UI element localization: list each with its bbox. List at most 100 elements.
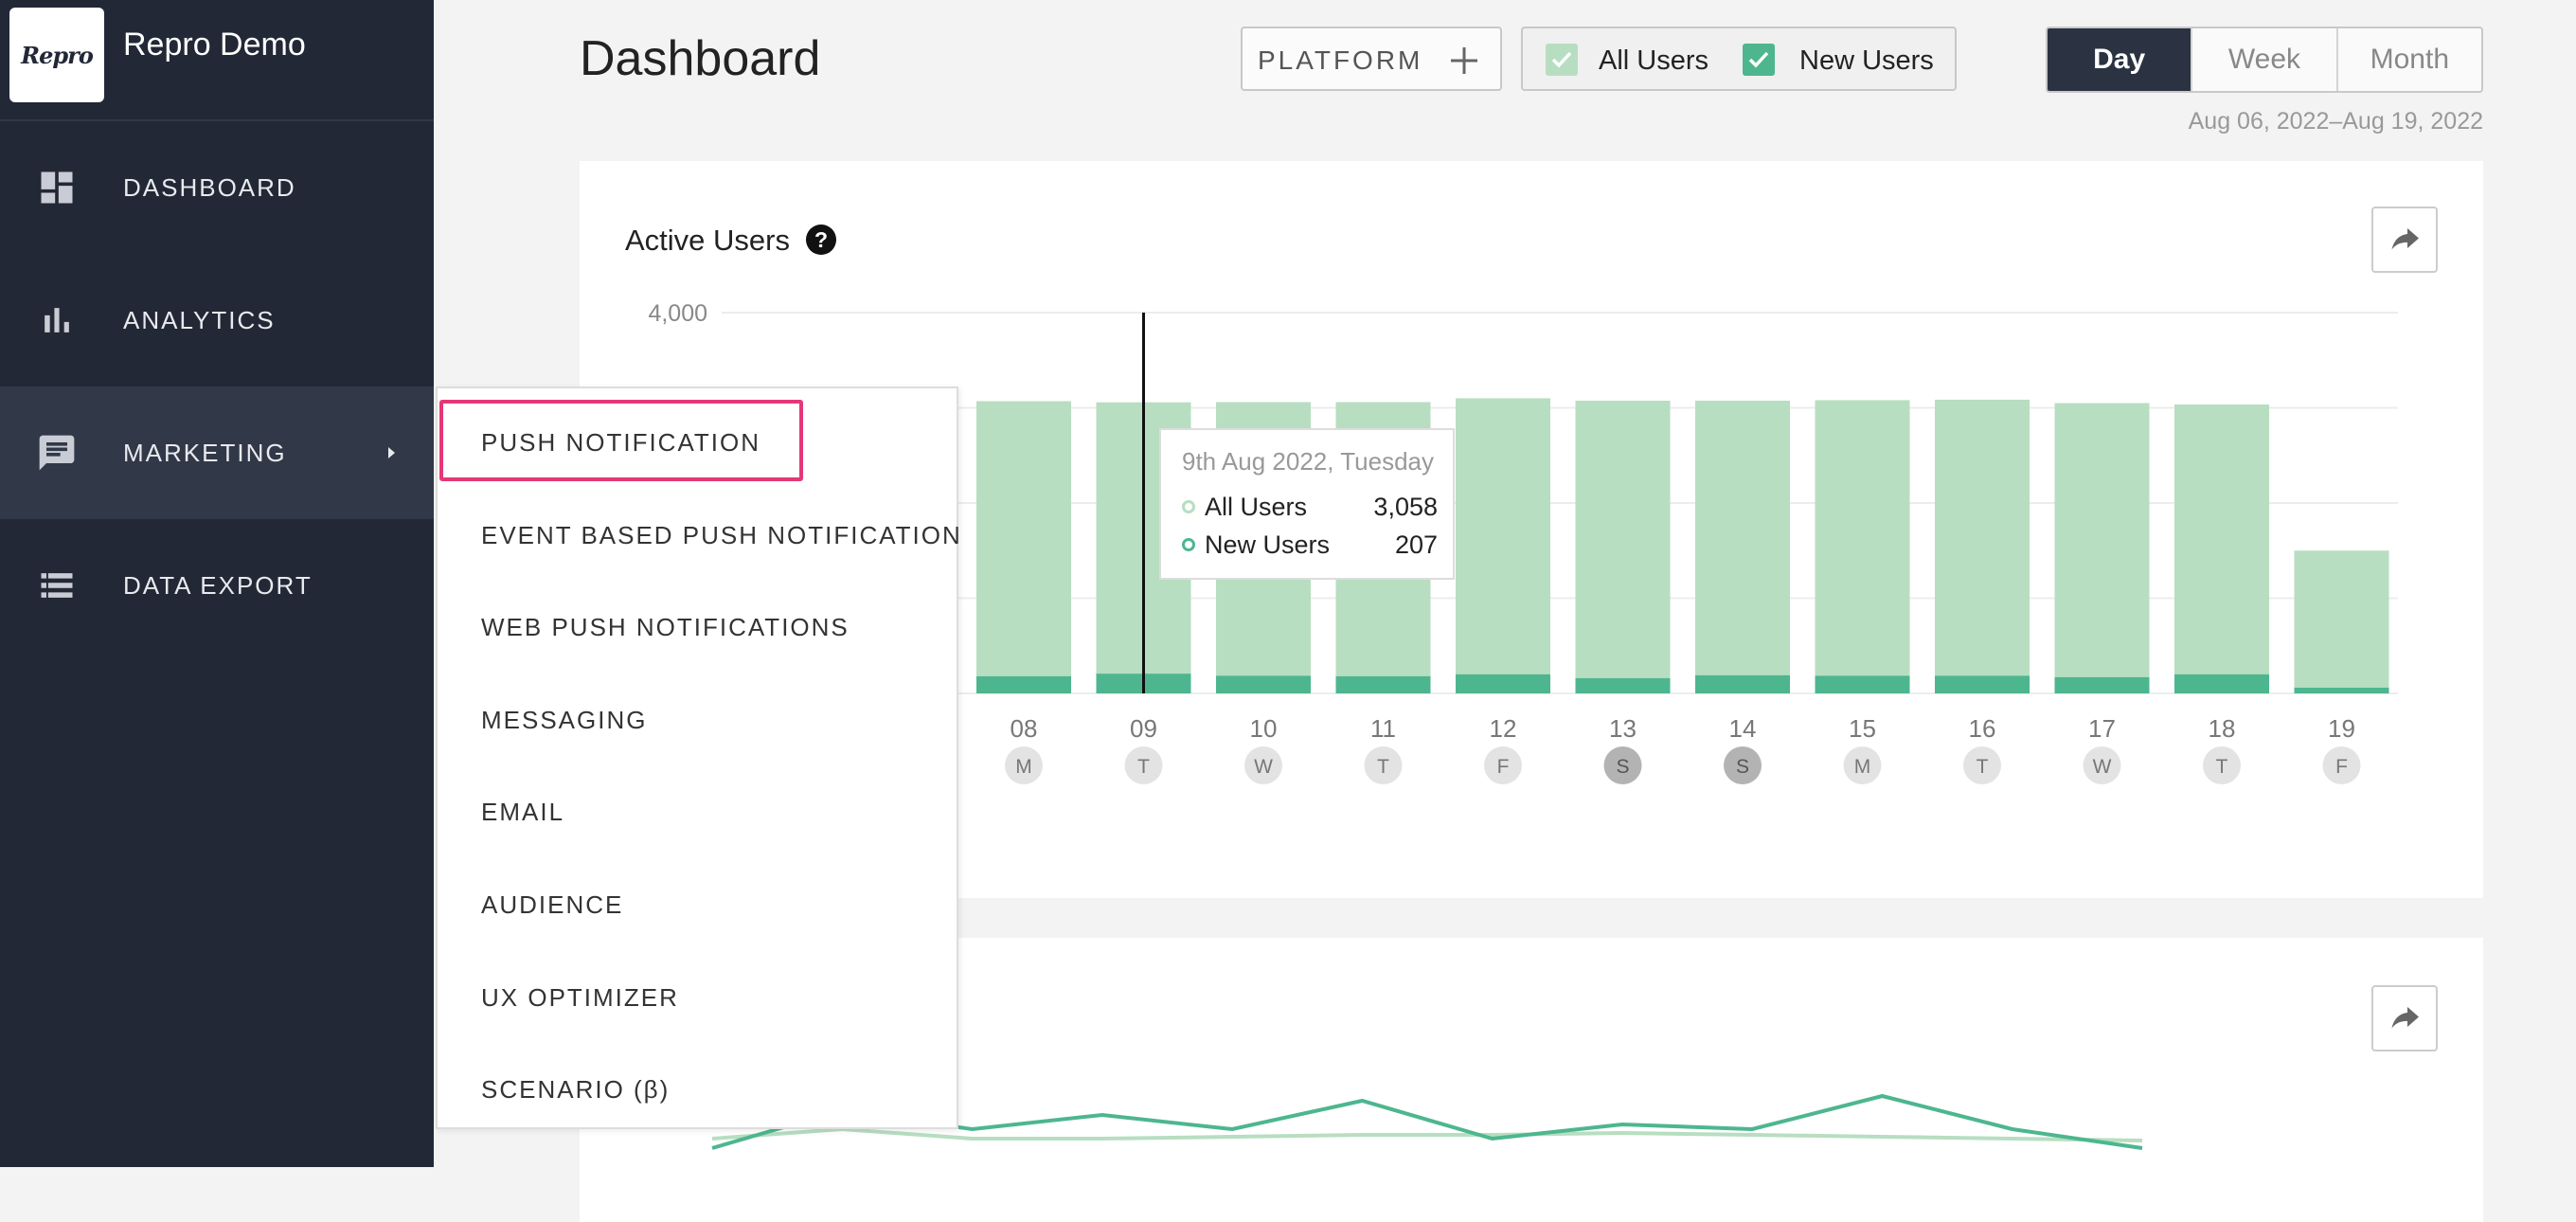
menu-item-messaging[interactable]: MESSAGING [481, 706, 648, 734]
weekday-letter: W [2093, 756, 2112, 778]
x-tick-label: 09 [1130, 714, 1157, 743]
menu-item-email[interactable]: EMAIL [481, 798, 565, 826]
repro-logo[interactable]: Repro [9, 8, 104, 102]
bar-new-users [1216, 675, 1311, 693]
bar-new-users [976, 675, 1071, 693]
tooltip-title: 9th Aug 2022, Tuesday [1182, 447, 1434, 476]
bar-all-users [1456, 398, 1550, 693]
x-tick-label: 17 [2088, 714, 2116, 743]
all-users-label: All Users [1599, 45, 1709, 76]
menu-item-web-push-notifications[interactable]: WEB PUSH NOTIFICATIONS [481, 613, 850, 641]
bar-new-users [1335, 675, 1431, 693]
legend-dot-icon [1182, 538, 1195, 551]
sidebar-item-marketing[interactable]: MARKETING [0, 386, 434, 519]
x-tick-label: 11 [1370, 714, 1396, 743]
sidebar-item-analytics[interactable]: ANALYTICS [0, 254, 434, 386]
period-selector: Day Week Month [2046, 27, 2483, 93]
x-tick-label: 18 [2209, 714, 2236, 743]
brand-header: Repro Repro Demo [0, 0, 434, 121]
bar-all-users [976, 401, 1071, 693]
weekday-badge [1244, 746, 1282, 784]
weekday-letter: F [2335, 756, 2348, 778]
share-arrow-icon [2391, 228, 2419, 250]
highlight-box [439, 400, 803, 481]
weekday-letter: T [1977, 756, 1989, 778]
bar-all-users [1815, 400, 1910, 693]
chart-tooltip: 9th Aug 2022, Tuesday All Users 3,058 Ne… [1159, 428, 1455, 580]
weekday-badge [2322, 746, 2361, 784]
bar-chart-icon [45, 308, 69, 332]
weekday-letter: T [2216, 756, 2228, 778]
tooltip-series-value: 3,058 [1373, 493, 1438, 521]
x-tick-label: 10 [1250, 714, 1278, 743]
share-button[interactable] [2371, 985, 2438, 1051]
weekday-letter: S [1616, 756, 1629, 778]
dashboard-icon [41, 171, 73, 204]
weekday-badge [1603, 746, 1642, 784]
bar-all-users [2174, 404, 2269, 693]
share-arrow-icon [2391, 1007, 2419, 1029]
bar-new-users [1575, 677, 1671, 693]
menu-item-ux-optimizer[interactable]: UX OPTIMIZER [481, 983, 679, 1012]
new-users-checkbox[interactable] [1743, 44, 1775, 76]
user-type-filter: All Users New Users [1521, 27, 1957, 91]
page-title: Dashboard [580, 31, 821, 86]
tooltip-series-name: New Users [1205, 530, 1331, 559]
sidebar-item-label: DATA EXPORT [123, 570, 313, 600]
tooltip-series-name: All Users [1205, 493, 1308, 521]
menu-item-audience[interactable]: AUDIENCE [481, 890, 624, 919]
date-range: Aug 06, 2022–Aug 19, 2022 [2188, 108, 2483, 135]
x-tick-label: 12 [1490, 714, 1517, 743]
share-button[interactable] [2371, 207, 2438, 273]
weekday-badge [1724, 746, 1762, 784]
bar-all-users [1575, 400, 1671, 693]
bar-new-users [2174, 674, 2269, 693]
x-tick-label: 15 [1849, 714, 1876, 743]
weekday-badge [1963, 746, 2001, 784]
tooltip-row-new-users: New Users 207 [1182, 530, 1438, 563]
period-day-button[interactable]: Day [2048, 28, 2193, 91]
platform-filter-button[interactable]: PLATFORM [1241, 27, 1502, 91]
sidebar-item-label: MARKETING [123, 438, 287, 467]
period-week-button[interactable]: Week [2192, 28, 2338, 91]
weekday-letter: F [1497, 756, 1510, 778]
tooltip-series-value: 207 [1394, 530, 1438, 559]
x-tick-label: 13 [1609, 714, 1637, 743]
y-tick-label: 4,000 [648, 300, 707, 327]
bar-new-users [2294, 687, 2389, 693]
legend-dot-icon [1182, 500, 1195, 513]
weekday-letter: M [1854, 756, 1871, 778]
sidebar-item-dashboard[interactable]: DASHBOARD [0, 121, 434, 254]
bar-new-users [1695, 674, 1790, 693]
menu-item-event-based-push-notification[interactable]: EVENT BASED PUSH NOTIFICATION [481, 521, 962, 549]
marketing-submenu: PUSH NOTIFICATION EVENT BASED PUSH NOTIF… [436, 386, 960, 1129]
period-month-button[interactable]: Month [2370, 44, 2450, 75]
check-icon [1551, 51, 1572, 68]
sidebar-item-data-export[interactable]: DATA EXPORT [0, 519, 434, 652]
weekday-badge [1843, 746, 1882, 784]
weekday-letter: T [1137, 756, 1150, 778]
bar-all-users [2294, 550, 2389, 693]
weekday-badge [1005, 746, 1043, 784]
bar-new-users [1935, 675, 2030, 693]
weekday-letter: S [1736, 756, 1749, 778]
help-icon[interactable]: ? [805, 224, 837, 256]
weekday-letter: W [1254, 756, 1273, 778]
platform-label: PLATFORM [1258, 45, 1423, 75]
weekday-badge [1124, 746, 1163, 784]
app-name: Repro Demo [123, 27, 306, 63]
sidebar: Repro Repro Demo DASHBOARD ANALYTICS MAR… [0, 0, 434, 1167]
caret-right-icon [388, 447, 395, 458]
bar-new-users [1815, 675, 1910, 693]
bar-all-users [2054, 403, 2150, 693]
menu-item-scenario[interactable]: SCENARIO (β) [481, 1075, 671, 1104]
card-title: Active Users [625, 224, 790, 257]
tooltip-row-all-users: All Users 3,058 [1182, 493, 1438, 525]
weekday-badge [1364, 746, 1403, 784]
sidebar-item-label: ANALYTICS [123, 305, 276, 334]
menu-item-push-notification[interactable]: PUSH NOTIFICATION [481, 428, 760, 457]
x-tick-label: 19 [2328, 714, 2355, 743]
all-users-checkbox[interactable] [1546, 44, 1578, 76]
weekday-badge [2203, 746, 2241, 784]
weekday-badge [1484, 746, 1522, 784]
